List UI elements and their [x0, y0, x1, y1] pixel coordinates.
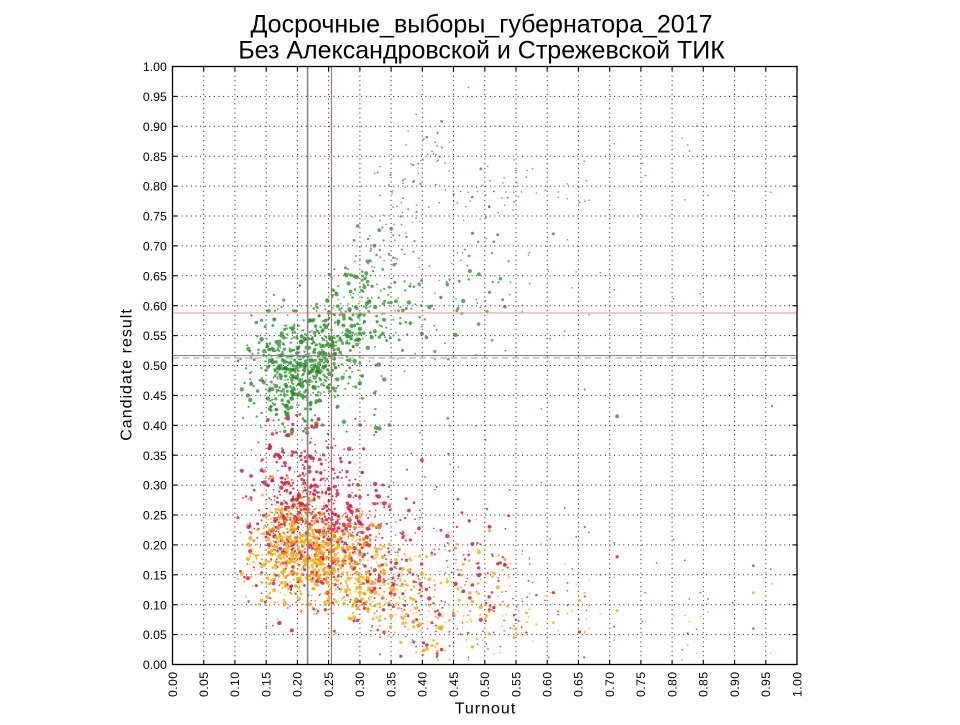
svg-text:0.15: 0.15 — [260, 672, 274, 698]
svg-text:0.65: 0.65 — [572, 672, 586, 698]
svg-text:0.25: 0.25 — [143, 509, 167, 523]
svg-text:0.30: 0.30 — [143, 479, 167, 493]
svg-text:Без Александровской и Стрежевс: Без Александровской и Стрежевской ТИК — [238, 37, 725, 65]
svg-text:0.95: 0.95 — [759, 672, 773, 698]
svg-text:0.70: 0.70 — [143, 240, 167, 254]
svg-text:0.00: 0.00 — [143, 658, 167, 672]
svg-text:0.55: 0.55 — [143, 329, 167, 343]
svg-text:0.05: 0.05 — [143, 628, 167, 642]
svg-text:0.90: 0.90 — [143, 120, 167, 134]
svg-text:0.50: 0.50 — [478, 672, 492, 698]
svg-text:0.20: 0.20 — [143, 539, 167, 553]
svg-text:0.75: 0.75 — [143, 210, 167, 224]
svg-text:0.80: 0.80 — [665, 672, 679, 698]
svg-text:Досрочные_выборы_губернатора_2: Досрочные_выборы_губернатора_2017 — [250, 11, 712, 39]
svg-text:0.15: 0.15 — [143, 568, 167, 582]
svg-text:0.75: 0.75 — [634, 672, 648, 698]
svg-text:0.35: 0.35 — [384, 672, 398, 698]
svg-text:0.85: 0.85 — [143, 150, 167, 164]
svg-text:Candidate result: Candidate result — [119, 308, 136, 441]
svg-text:0.60: 0.60 — [143, 299, 167, 313]
svg-text:0.10: 0.10 — [143, 598, 167, 612]
svg-text:0.10: 0.10 — [228, 672, 242, 698]
svg-text:0.40: 0.40 — [143, 419, 167, 433]
svg-text:0.30: 0.30 — [353, 672, 367, 698]
svg-text:0.35: 0.35 — [143, 449, 167, 463]
svg-text:0.45: 0.45 — [447, 672, 461, 698]
svg-text:0.65: 0.65 — [143, 269, 167, 283]
svg-text:0.85: 0.85 — [697, 672, 711, 698]
svg-text:0.40: 0.40 — [416, 672, 430, 698]
svg-text:0.00: 0.00 — [166, 672, 180, 698]
svg-text:0.55: 0.55 — [509, 672, 523, 698]
svg-text:0.50: 0.50 — [143, 359, 167, 373]
svg-text:0.05: 0.05 — [197, 672, 211, 698]
svg-text:0.80: 0.80 — [143, 180, 167, 194]
svg-text:0.95: 0.95 — [143, 90, 167, 104]
svg-text:1.00: 1.00 — [143, 60, 167, 74]
svg-text:0.70: 0.70 — [603, 672, 617, 698]
svg-text:0.25: 0.25 — [322, 672, 336, 698]
svg-text:0.90: 0.90 — [728, 672, 742, 698]
svg-text:0.60: 0.60 — [541, 672, 555, 698]
svg-text:0.20: 0.20 — [291, 672, 305, 698]
svg-text:0.45: 0.45 — [143, 389, 167, 403]
svg-text:Turnout: Turnout — [455, 701, 517, 718]
svg-text:1.00: 1.00 — [790, 672, 804, 698]
